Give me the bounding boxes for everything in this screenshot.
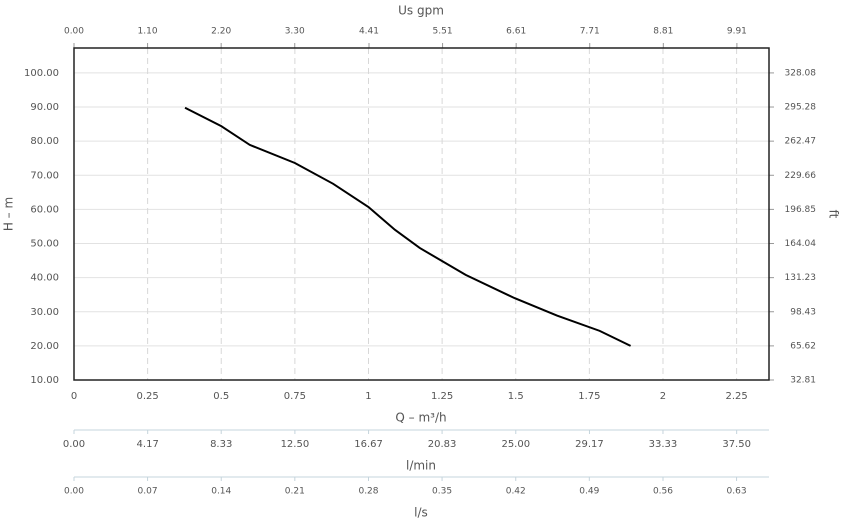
- axis-tick-label: 0.63: [727, 487, 747, 497]
- axis-tick-label: 37.50: [722, 439, 751, 450]
- top-tick-label: 9.91: [727, 27, 747, 37]
- axis-tick-label: 0.07: [138, 487, 158, 497]
- x-tick-label: 1.25: [431, 391, 453, 402]
- axis-tick-label: 0.28: [358, 487, 378, 497]
- axis-tick-label: 0.00: [63, 439, 85, 450]
- y-tick-label: 70.00: [30, 170, 59, 181]
- top-axis-title: Us gpm: [398, 4, 444, 18]
- y-tick-label: 60.00: [30, 204, 59, 215]
- y2-tick-label: 229.66: [785, 171, 817, 181]
- axis-tick-label: 0.00: [64, 487, 84, 497]
- axis-tick-label: 4.17: [137, 439, 159, 450]
- y2-tick-label: 328.08: [785, 68, 817, 78]
- top-tick-label: 5.51: [433, 27, 453, 37]
- y2-tick-label: 262.47: [785, 137, 817, 147]
- top-tick-label: 1.10: [138, 27, 158, 37]
- axis-title: l/s: [414, 506, 428, 520]
- x-tick-label: 0.5: [213, 391, 229, 402]
- y-tick-label: 10.00: [30, 375, 59, 386]
- y-tick-label: 100.00: [24, 68, 59, 79]
- top-tick-label: 6.61: [506, 27, 526, 37]
- x-tick-label: 0.25: [136, 391, 158, 402]
- top-tick-label: 3.30: [285, 27, 305, 37]
- y-tick-label: 30.00: [30, 307, 59, 318]
- top-tick-label: 2.20: [211, 27, 231, 37]
- plot-frame: [73, 47, 770, 381]
- y-tick-label: 20.00: [30, 341, 59, 352]
- y-tick-label: 40.00: [30, 273, 59, 284]
- y-tick-label: 80.00: [30, 136, 59, 147]
- axis-tick-label: 8.33: [210, 439, 232, 450]
- top-tick-label: 7.71: [580, 27, 600, 37]
- y2-tick-label: 164.04: [785, 239, 817, 249]
- axis-tick-label: 0.49: [579, 487, 599, 497]
- axis-tick-label: 25.00: [501, 439, 530, 450]
- axis-tick-label: 0.56: [653, 487, 673, 497]
- y2-tick-label: 98.43: [790, 307, 816, 317]
- x-tick-label: 2: [660, 391, 666, 402]
- axis-tick-label: 0.35: [432, 487, 452, 497]
- y2-tick-label: 65.62: [790, 341, 816, 351]
- axis-tick-label: 0.42: [506, 487, 526, 497]
- y2-tick-label: 32.81: [790, 376, 816, 386]
- top-tick-label: 0.00: [64, 27, 84, 37]
- top-tick-label: 8.81: [653, 27, 673, 37]
- axis-tick-label: 16.67: [354, 439, 383, 450]
- axis-tick-label: 29.17: [575, 439, 604, 450]
- axis-tick-label: 33.33: [649, 439, 678, 450]
- x-tick-label: 0.75: [284, 391, 306, 402]
- y2-axis-title: ft: [827, 210, 841, 219]
- axis-title: l/min: [406, 459, 436, 473]
- axis-tick-label: 0.21: [285, 487, 305, 497]
- curve: [184, 106, 632, 347]
- x-tick-label: 1.5: [508, 391, 524, 402]
- y2-tick-label: 295.28: [785, 103, 817, 113]
- x-tick-label: 0: [71, 391, 77, 402]
- y2-tick-label: 196.85: [785, 205, 817, 215]
- axis-tick-label: 12.50: [281, 439, 310, 450]
- x-tick-label: 1: [365, 391, 371, 402]
- top-tick-label: 4.41: [359, 27, 379, 37]
- x-axis-title: Q – m³/h: [395, 411, 446, 425]
- y-tick-label: 90.00: [30, 102, 59, 113]
- x-tick-label: 2.25: [725, 391, 747, 402]
- x-tick-label: 1.75: [578, 391, 600, 402]
- axis-tick-label: 0.14: [211, 487, 231, 497]
- axis-tick-label: 20.83: [428, 439, 457, 450]
- y2-tick-label: 131.23: [785, 273, 817, 283]
- y-tick-label: 50.00: [30, 239, 59, 250]
- y-axis-title: H – m: [2, 197, 16, 231]
